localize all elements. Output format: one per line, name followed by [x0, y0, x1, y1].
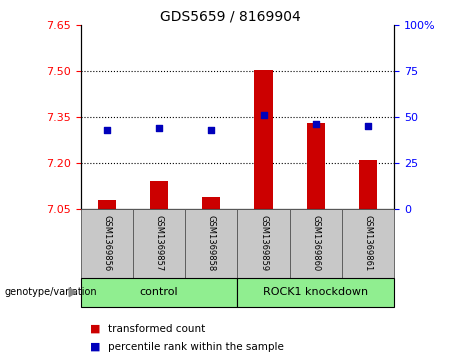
Bar	[237, 278, 394, 307]
Point	[364, 123, 372, 129]
Text: GDS5659 / 8169904: GDS5659 / 8169904	[160, 9, 301, 23]
Bar	[307, 123, 325, 209]
Point	[312, 122, 319, 127]
Text: GSM1369859: GSM1369859	[259, 215, 268, 271]
Bar	[185, 209, 237, 278]
Text: transformed count: transformed count	[108, 323, 206, 334]
Text: GSM1369860: GSM1369860	[311, 215, 320, 271]
Bar	[81, 278, 237, 307]
Point	[155, 125, 163, 131]
Bar	[290, 209, 342, 278]
Bar	[98, 200, 116, 209]
Text: GSM1369857: GSM1369857	[154, 215, 164, 271]
Bar	[359, 160, 377, 209]
Bar	[237, 209, 290, 278]
Text: ■: ■	[90, 323, 100, 334]
Text: ■: ■	[90, 342, 100, 352]
Text: genotype/variation: genotype/variation	[5, 287, 97, 297]
Point	[207, 127, 215, 133]
Text: GSM1369858: GSM1369858	[207, 215, 216, 271]
Text: ROCK1 knockdown: ROCK1 knockdown	[263, 287, 368, 297]
Bar	[133, 209, 185, 278]
Bar	[342, 209, 394, 278]
Bar	[150, 181, 168, 209]
Bar	[81, 209, 133, 278]
Point	[260, 112, 267, 118]
Bar	[254, 70, 272, 209]
Text: GSM1369856: GSM1369856	[102, 215, 111, 271]
Bar	[202, 196, 220, 209]
Text: GSM1369861: GSM1369861	[364, 215, 372, 271]
Polygon shape	[69, 288, 76, 297]
Text: control: control	[140, 287, 178, 297]
Point	[103, 127, 111, 133]
Text: percentile rank within the sample: percentile rank within the sample	[108, 342, 284, 352]
